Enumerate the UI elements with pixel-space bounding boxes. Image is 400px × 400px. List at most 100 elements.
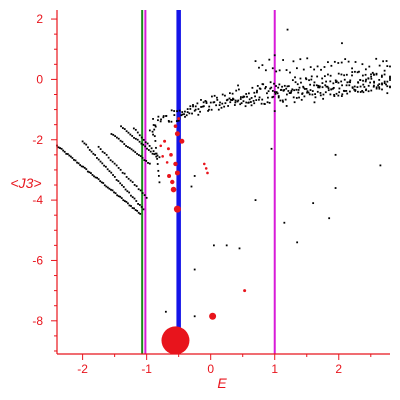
black-point [285, 93, 288, 96]
black-point [212, 101, 215, 104]
black-point [272, 95, 275, 98]
black-point [298, 86, 301, 89]
black-point [330, 64, 333, 67]
black-point [111, 160, 114, 163]
black-point [297, 91, 300, 94]
black-point [237, 99, 240, 102]
black-point [170, 109, 173, 112]
black-point [365, 78, 367, 81]
black-point [228, 97, 231, 100]
black-point [116, 194, 119, 197]
black-point [97, 145, 100, 148]
black-point [137, 203, 139, 205]
black-point [83, 142, 86, 145]
black-point [334, 153, 337, 156]
black-point [124, 188, 127, 191]
black-point [131, 207, 134, 209]
black-point [380, 75, 383, 78]
black-point [338, 87, 341, 90]
black-point [312, 202, 315, 205]
black-point [105, 185, 108, 188]
black-point [378, 64, 381, 67]
black-point [155, 155, 158, 158]
black-point [307, 91, 310, 94]
black-point [178, 109, 181, 112]
black-point [236, 100, 239, 103]
black-point [330, 88, 333, 91]
black-point [345, 73, 348, 76]
black-point [354, 70, 356, 73]
black-point [125, 130, 128, 133]
black-point [386, 85, 389, 88]
black-point [220, 106, 223, 109]
black-point [295, 88, 298, 91]
black-point [373, 84, 375, 87]
black-point [152, 118, 154, 120]
black-point [88, 171, 91, 174]
black-point [121, 127, 124, 129]
black-point [138, 134, 141, 137]
black-point [136, 138, 139, 141]
black-point [316, 65, 319, 68]
black-point [101, 150, 104, 153]
black-point [270, 147, 273, 150]
black-point [154, 152, 157, 155]
y-axis-label: <J3> [10, 175, 41, 191]
black-point [94, 154, 97, 156]
black-point [254, 199, 257, 202]
black-point [205, 102, 208, 104]
black-point [263, 102, 266, 105]
black-point [146, 147, 148, 150]
black-point [354, 89, 357, 91]
black-point [128, 204, 131, 207]
black-point [334, 79, 337, 82]
black-point [338, 91, 341, 94]
black-point [290, 89, 293, 92]
black-point [234, 101, 237, 104]
black-point [354, 90, 357, 92]
black-point [194, 105, 197, 108]
black-point [386, 80, 389, 83]
black-point [327, 87, 330, 90]
black-point [162, 115, 165, 117]
black-point [110, 171, 113, 174]
black-point [128, 191, 131, 194]
black-point [134, 209, 137, 211]
black-point [328, 217, 331, 220]
black-point [121, 140, 124, 143]
black-point [282, 59, 285, 61]
red-point [163, 139, 167, 143]
black-point [364, 73, 367, 76]
black-point [145, 160, 148, 162]
black-point [386, 65, 389, 67]
black-point [117, 137, 120, 140]
black-point [333, 95, 336, 97]
black-point [285, 87, 288, 90]
black-point [385, 60, 388, 62]
black-point [104, 165, 107, 168]
black-point [94, 176, 97, 179]
black-point [137, 154, 140, 156]
black-point [176, 110, 178, 113]
black-point [156, 154, 159, 157]
black-point [158, 181, 161, 184]
black-point [168, 120, 170, 123]
black-point [370, 77, 373, 80]
black-point [123, 172, 126, 175]
black-point [283, 88, 286, 91]
black-point [125, 200, 128, 203]
black-point [138, 140, 141, 143]
black-point [68, 154, 71, 157]
black-point [353, 85, 356, 88]
black-point [373, 81, 376, 84]
black-point [258, 87, 261, 90]
black-point [268, 58, 271, 61]
black-point [82, 165, 85, 168]
black-point [313, 84, 315, 87]
black-point [106, 186, 109, 189]
black-point [367, 84, 370, 87]
black-point [121, 171, 124, 174]
black-point [231, 92, 234, 95]
red-point [170, 186, 177, 193]
black-point [304, 77, 307, 80]
